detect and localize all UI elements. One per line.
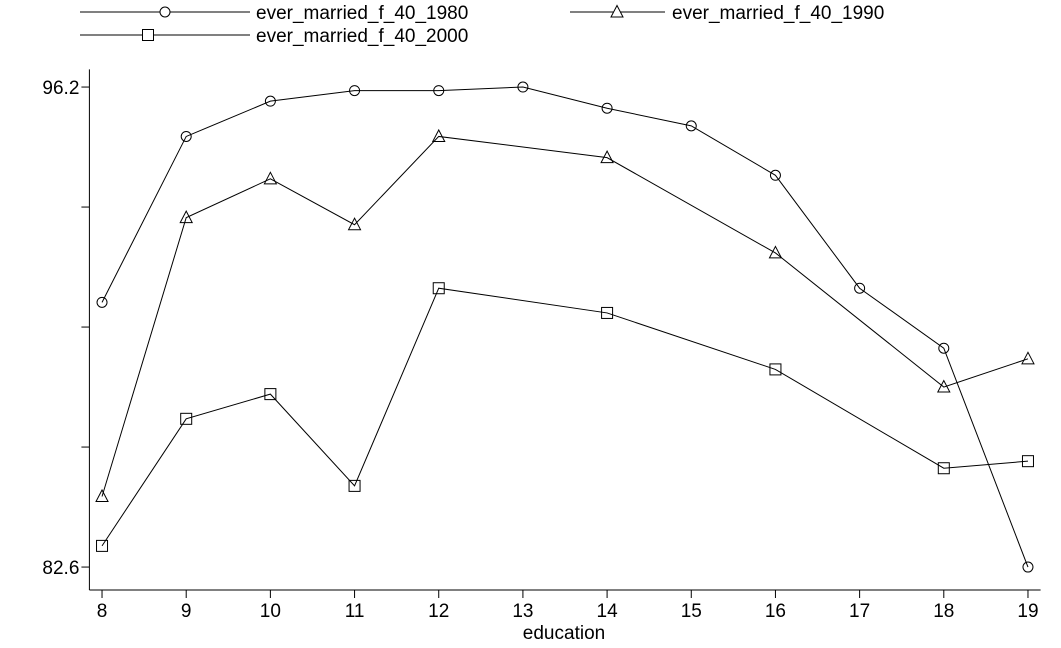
marker (95, 488, 109, 502)
x-tick-label: 16 (765, 601, 786, 622)
x-tick-label: 8 (97, 601, 108, 622)
x-tick-label: 14 (597, 601, 619, 622)
x-tick-label: 9 (181, 601, 192, 622)
marker (96, 539, 109, 552)
marker (432, 282, 445, 295)
legend-marker (142, 29, 154, 41)
marker (433, 85, 445, 97)
marker (769, 363, 782, 376)
x-tick-label: 13 (512, 601, 533, 622)
series-line (101, 135, 1029, 497)
marker (264, 95, 276, 107)
marker (854, 282, 866, 294)
marker (1022, 561, 1034, 573)
marker (938, 342, 950, 354)
series-line (101, 86, 1029, 568)
marker (264, 388, 277, 401)
marker (601, 306, 614, 319)
x-tick-label: 18 (933, 601, 954, 622)
marker (600, 150, 614, 164)
marker (431, 128, 446, 142)
marker (347, 217, 362, 231)
marker (936, 379, 951, 393)
marker (517, 81, 529, 93)
legend-label: ever_married_f_40_1990 (672, 3, 884, 24)
x-tick-label: 19 (1017, 601, 1038, 622)
x-tick-label: 15 (681, 601, 702, 622)
legend-marker (159, 6, 171, 18)
legend-label: ever_married_f_40_1980 (256, 3, 468, 24)
x-tick-label: 12 (428, 601, 449, 622)
marker (769, 169, 781, 181)
marker (348, 479, 361, 492)
legend-marker (610, 4, 624, 18)
marker (768, 245, 783, 259)
x-tick-label: 10 (260, 601, 281, 622)
marker (96, 296, 108, 308)
y-tick-label: 82.6 (42, 558, 79, 579)
marker (1021, 351, 1035, 365)
marker (937, 462, 950, 475)
marker (1021, 455, 1034, 468)
marker (349, 85, 361, 97)
legend-label: ever_married_f_40_2000 (256, 26, 468, 47)
series-line (101, 287, 1029, 547)
marker (180, 130, 192, 142)
x-axis-label: education (523, 623, 605, 644)
marker (601, 102, 613, 114)
marker (180, 412, 193, 425)
x-tick-label: 11 (345, 601, 365, 622)
marker (263, 171, 278, 185)
marker (685, 120, 697, 132)
marker (179, 210, 194, 224)
x-tick-label: 17 (849, 601, 870, 622)
y-tick-label: 96.2 (42, 78, 79, 99)
